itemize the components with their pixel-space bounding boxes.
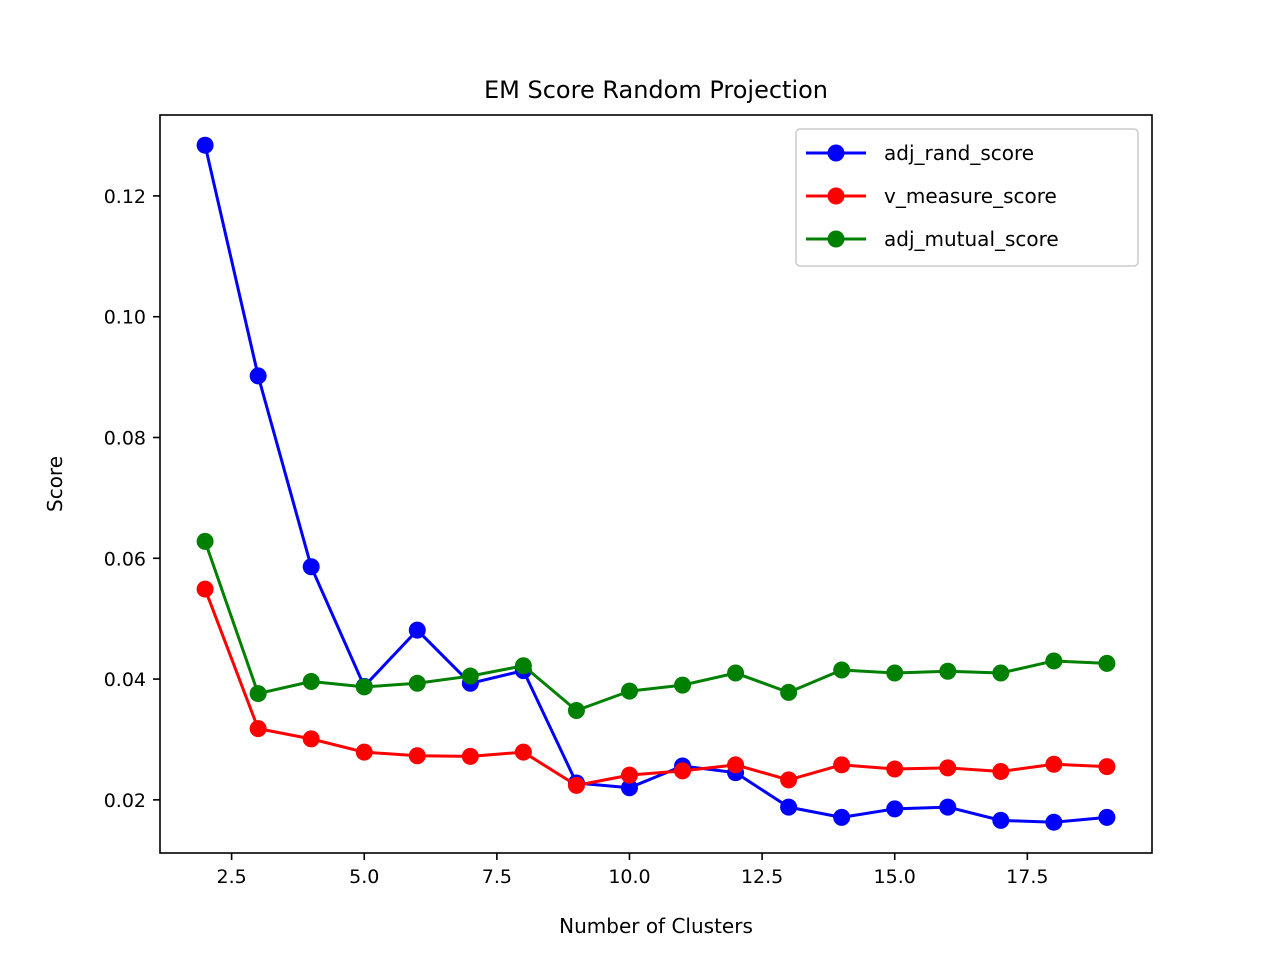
y-tick-label: 0.12 (104, 186, 146, 208)
data-point (674, 676, 692, 694)
data-point (939, 798, 957, 816)
legend-label: v_measure_score (884, 184, 1057, 208)
x-tick-label: 10.0 (608, 866, 650, 888)
series-adj-mutual-score (196, 532, 1116, 719)
legend-marker (827, 187, 845, 205)
legend-label: adj_rand_score (884, 141, 1034, 165)
data-point (249, 685, 267, 703)
data-point (302, 558, 320, 576)
data-point (939, 759, 957, 777)
series-line (203, 588, 1107, 787)
data-point (992, 811, 1010, 829)
data-point (674, 762, 692, 780)
data-point (461, 747, 479, 765)
series-layer (196, 136, 1116, 831)
y-tick-label: 0.02 (104, 790, 146, 812)
series-v-measure-score (196, 580, 1116, 794)
data-point (833, 756, 851, 774)
x-tick-label: 15.0 (874, 866, 916, 888)
data-point (196, 136, 214, 154)
y-tick-label: 0.06 (104, 548, 146, 570)
x-axis-label: Number of Clusters (559, 914, 753, 938)
data-point (1045, 755, 1063, 773)
data-point (249, 720, 267, 738)
data-point (1098, 758, 1116, 776)
data-point (1098, 808, 1116, 826)
legend-box (795, 128, 1139, 267)
data-point (249, 367, 267, 385)
data-point (727, 756, 745, 774)
data-point (196, 532, 214, 550)
plot-frame (159, 114, 1153, 854)
x-tick-label: 12.5 (741, 866, 783, 888)
data-point (1045, 652, 1063, 670)
y-tick-label: 0.08 (104, 427, 146, 449)
chart-title: EM Score Random Projection (484, 76, 828, 104)
x-axis: 2.5 5.0 7.5 10.0 12.5 15.0 17.5 (217, 853, 1048, 888)
data-point (1045, 813, 1063, 831)
legend-entries: adj_rand_score v_measure_score adj_mutual_… (806, 141, 1059, 251)
x-tick-label: 17.5 (1006, 866, 1048, 888)
data-point (620, 682, 638, 700)
data-point (886, 664, 904, 682)
legend-marker (827, 144, 845, 162)
data-point (780, 771, 798, 789)
data-point (780, 683, 798, 701)
data-point (302, 672, 320, 690)
data-point (408, 621, 426, 639)
data-point (992, 762, 1010, 780)
data-point (833, 661, 851, 679)
x-tick-label: 7.5 (482, 866, 512, 888)
data-point (567, 701, 585, 719)
x-tick-label: 2.5 (217, 866, 247, 888)
data-point (780, 798, 798, 816)
legend-entry: v_measure_score (806, 184, 1057, 208)
y-axis-label: Score (43, 456, 67, 512)
legend-marker (827, 230, 845, 248)
data-point (1098, 654, 1116, 672)
data-point (408, 674, 426, 692)
data-point (886, 800, 904, 818)
series-line (203, 540, 1107, 712)
data-point (355, 743, 373, 761)
data-point (833, 808, 851, 826)
data-point (461, 667, 479, 685)
data-point (620, 779, 638, 797)
legend-entry: adj_mutual_score (806, 227, 1059, 251)
legend-label: adj_mutual_score (884, 227, 1059, 251)
y-tick-label: 0.10 (104, 307, 146, 329)
data-point (355, 678, 373, 696)
y-tick-label: 0.04 (104, 669, 146, 691)
y-axis: 0.02 0.04 0.06 0.08 0.10 0.12 (104, 186, 160, 812)
data-point (514, 657, 532, 675)
data-point (727, 664, 745, 682)
data-point (886, 760, 904, 778)
data-point (992, 664, 1010, 682)
data-point (408, 747, 426, 765)
data-point (302, 730, 320, 748)
data-point (196, 580, 214, 598)
data-point (939, 662, 957, 680)
data-point (620, 766, 638, 784)
legend: adj_rand_score v_measure_score adj_mutual_… (795, 128, 1139, 267)
legend-entry: adj_rand_score (806, 141, 1034, 165)
x-tick-label: 5.0 (349, 866, 379, 888)
series-line (203, 144, 1108, 824)
data-point (514, 743, 532, 761)
data-point (567, 776, 585, 794)
